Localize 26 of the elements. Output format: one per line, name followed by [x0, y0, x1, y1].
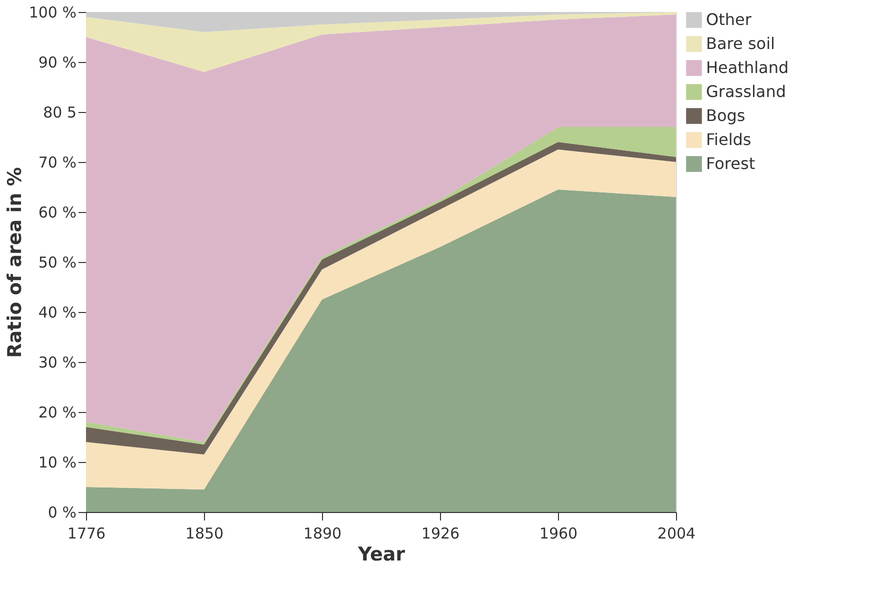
y-tick-label: 50 %	[38, 254, 76, 272]
legend-label: Heathland	[706, 58, 789, 77]
y-tick-label: 20 %	[38, 404, 76, 422]
y-tick-label: 90 %	[38, 54, 76, 72]
y-tick-label: 30 %	[38, 354, 76, 372]
y-tick-label: 100 %	[28, 4, 76, 22]
x-tick-label: 1850	[185, 524, 224, 542]
legend-label: Grassland	[706, 82, 786, 101]
legend-label: Bogs	[706, 106, 746, 125]
y-tick-label: 60 %	[38, 204, 76, 222]
x-tick-label: 1776	[67, 524, 106, 542]
x-axis-title: Year	[356, 544, 406, 566]
y-tick-label: 0 %	[48, 504, 76, 522]
x-tick-label: 2004	[657, 524, 696, 542]
x-tick-label: 1926	[421, 524, 460, 542]
legend-label: Forest	[706, 154, 756, 173]
y-tick-label: 80 5	[43, 104, 76, 122]
legend-label: Bare soil	[706, 34, 775, 53]
y-tick-label: 10 %	[38, 454, 76, 472]
y-tick-label: 40 %	[38, 304, 76, 322]
x-tick-label: 1890	[303, 524, 342, 542]
x-tick-label: 1960	[539, 524, 578, 542]
y-axis-title: Ratio of area in %	[4, 167, 26, 358]
legend-label: Other	[706, 10, 752, 29]
y-tick-label: 70 %	[38, 154, 76, 172]
legend-label: Fields	[706, 130, 752, 149]
